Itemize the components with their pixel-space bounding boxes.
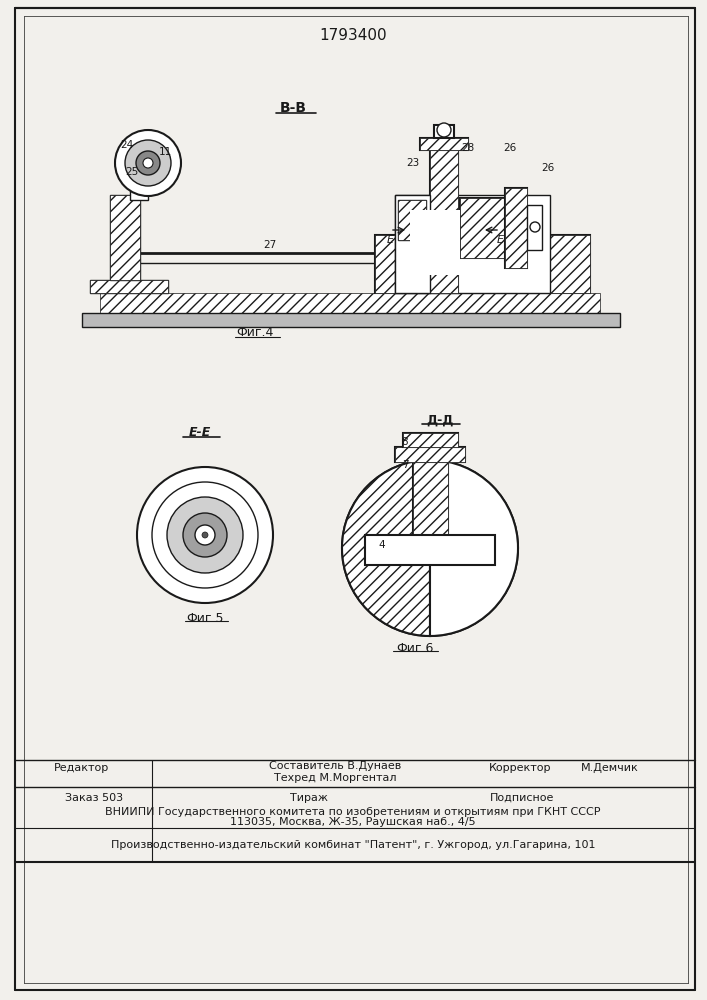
Bar — [395, 447, 465, 462]
Bar — [130, 185, 148, 200]
Circle shape — [152, 482, 258, 588]
Text: Е-Е: Е-Е — [189, 426, 211, 440]
Text: E: E — [387, 235, 394, 245]
Text: ВНИИПИ Государственного комитета по изобретениям и открытиям при ГКНТ СССР: ВНИИПИ Государственного комитета по изоб… — [105, 807, 601, 817]
Bar — [434, 125, 454, 138]
Circle shape — [342, 460, 518, 636]
Text: 26: 26 — [503, 143, 517, 153]
Circle shape — [136, 151, 160, 175]
Bar — [90, 280, 168, 293]
Text: Фиг.5: Фиг.5 — [186, 611, 223, 624]
Text: 7: 7 — [402, 460, 409, 470]
Bar — [110, 195, 140, 280]
Text: Д-Д: Д-Д — [426, 414, 454, 426]
Bar — [90, 280, 168, 293]
Text: 113035, Москва, Ж-35, Раушская наб., 4/5: 113035, Москва, Ж-35, Раушская наб., 4/5 — [230, 817, 476, 827]
Circle shape — [125, 140, 171, 186]
Text: 26: 26 — [542, 163, 554, 173]
Bar — [365, 535, 495, 565]
Bar — [375, 235, 590, 293]
Bar — [413, 450, 448, 548]
Bar — [420, 138, 468, 150]
Wedge shape — [342, 460, 430, 636]
Wedge shape — [430, 460, 518, 636]
Bar — [413, 450, 448, 548]
Bar — [395, 195, 550, 293]
Bar — [505, 188, 527, 268]
Bar — [460, 198, 505, 258]
Circle shape — [167, 497, 243, 573]
Bar — [110, 195, 140, 280]
Bar — [100, 293, 600, 313]
Text: 24: 24 — [120, 140, 134, 150]
Bar — [403, 433, 458, 447]
Text: Производственно-издательский комбинат "Патент", г. Ужгород, ул.Гагарина, 101: Производственно-издательский комбинат "П… — [111, 840, 595, 850]
Text: Тираж: Тираж — [290, 793, 328, 803]
Text: 23: 23 — [407, 158, 420, 168]
Circle shape — [195, 525, 215, 545]
Bar — [430, 148, 458, 293]
Text: Заказ 503: Заказ 503 — [65, 793, 123, 803]
Text: 25: 25 — [125, 167, 139, 177]
Text: 27: 27 — [264, 240, 276, 250]
Bar — [527, 205, 542, 250]
Bar — [410, 210, 460, 275]
Bar — [375, 235, 590, 293]
Text: Подписное: Подписное — [490, 793, 554, 803]
Bar — [395, 195, 430, 293]
Bar — [398, 200, 426, 240]
Text: Редактор: Редактор — [54, 763, 110, 773]
Text: М.Демчик: М.Демчик — [581, 763, 639, 773]
Text: Составитель В.Дунаев: Составитель В.Дунаев — [269, 761, 401, 771]
Text: Фиг.6: Фиг.6 — [397, 642, 433, 654]
Circle shape — [202, 532, 208, 538]
Bar — [430, 148, 458, 293]
Circle shape — [115, 130, 181, 196]
Bar — [505, 188, 527, 268]
Circle shape — [137, 467, 273, 603]
Bar — [398, 200, 426, 240]
Text: Фиг.4: Фиг.4 — [236, 326, 274, 340]
Text: 11: 11 — [158, 147, 172, 157]
Circle shape — [437, 123, 451, 137]
Text: 1793400: 1793400 — [319, 27, 387, 42]
Bar — [82, 313, 620, 327]
Text: 4: 4 — [379, 540, 385, 550]
Circle shape — [530, 222, 540, 232]
Bar — [420, 138, 468, 150]
Bar — [460, 198, 505, 258]
Text: Техред М.Моргентал: Техред М.Моргентал — [274, 773, 396, 783]
Text: 8: 8 — [402, 437, 409, 447]
Text: 28: 28 — [462, 143, 474, 153]
Text: E: E — [496, 235, 503, 245]
Circle shape — [183, 513, 227, 557]
Text: В-В: В-В — [279, 101, 307, 115]
Bar — [403, 433, 458, 447]
Text: Корректор: Корректор — [489, 763, 551, 773]
Circle shape — [143, 158, 153, 168]
Bar — [395, 447, 465, 462]
